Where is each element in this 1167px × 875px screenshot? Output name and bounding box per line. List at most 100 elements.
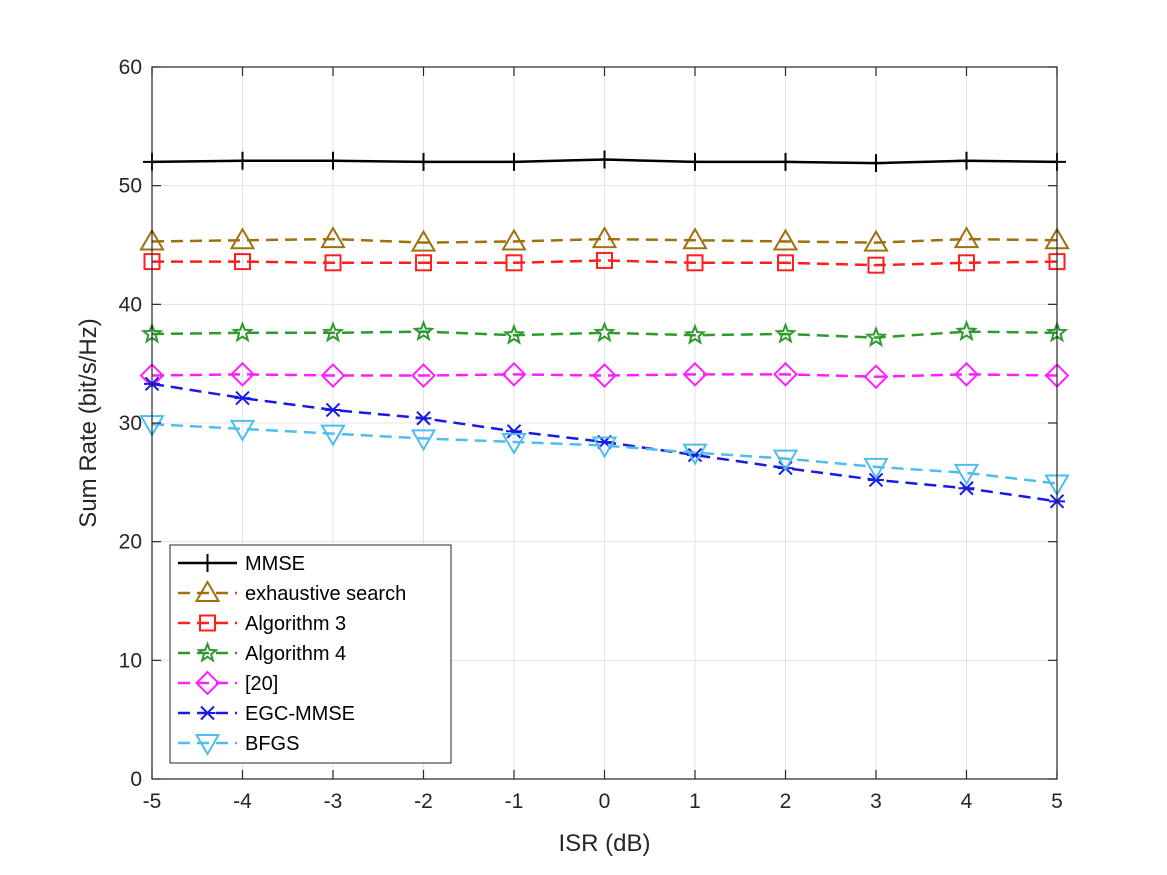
data-point-20 <box>773 361 798 387</box>
data-point-exhaustive-search <box>320 226 346 249</box>
x-tick-label: 4 <box>961 790 973 813</box>
legend-marker <box>199 705 216 721</box>
x-tick-label: -5 <box>143 790 162 813</box>
data-point-20 <box>592 363 617 388</box>
data-point-egc-mmse <box>234 390 251 406</box>
legend-label: Algorithm 4 <box>245 643 346 665</box>
tick-marks <box>151 66 1058 780</box>
legend-marker <box>199 614 216 632</box>
x-tick-label: -4 <box>233 790 252 813</box>
data-point-mmse <box>957 151 976 170</box>
data-point-algorithm-3 <box>234 253 251 271</box>
legend-item-algorithm-4: Algorithm 4 <box>178 641 346 665</box>
data-point-bfgs <box>229 419 256 442</box>
x-tick-label: 5 <box>1051 790 1063 813</box>
x-tick-label: 3 <box>870 790 882 813</box>
legend-item-bfgs: BFGS <box>178 733 299 756</box>
data-point-20 <box>230 361 255 387</box>
data-point-bfgs <box>591 436 618 459</box>
data-point-exhaustive-search <box>682 227 708 250</box>
data-point-mmse <box>414 152 433 171</box>
legend-label: MMSE <box>245 553 305 575</box>
data-point-exhaustive-search <box>410 229 437 252</box>
data-point-algorithm-4 <box>683 323 707 345</box>
data-point-algorithm-3 <box>596 251 613 269</box>
x-tick-label: -3 <box>324 790 343 813</box>
data-point-egc-mmse <box>415 411 432 426</box>
data-point-egc-mmse <box>506 424 522 439</box>
data-point-algorithm-3 <box>686 254 704 272</box>
data-point-exhaustive-search <box>591 226 618 249</box>
data-point-mmse <box>686 152 704 171</box>
data-point-algorithm-3 <box>777 254 794 272</box>
data-point-20 <box>411 363 436 388</box>
data-point-bfgs <box>953 463 980 486</box>
data-point-bfgs <box>320 424 346 447</box>
legend-label: BFGS <box>245 733 299 755</box>
data-point-mmse <box>324 151 342 170</box>
data-point-algorithm-4 <box>412 319 435 342</box>
legend-label: EGC-MMSE <box>245 703 355 725</box>
data-point-exhaustive-search <box>772 228 799 251</box>
x-tick-label: 2 <box>780 790 792 813</box>
x-tick-label: -1 <box>505 790 524 813</box>
x-axis-label: ISR (dB) <box>558 830 650 857</box>
x-tick-label: 0 <box>599 790 611 813</box>
data-point-exhaustive-search <box>863 229 889 252</box>
data-point-20 <box>682 361 708 387</box>
data-point-algorithm-4 <box>502 323 526 345</box>
data-point-algorithm-3 <box>867 256 885 274</box>
data-point-20 <box>320 363 346 388</box>
data-point-bfgs <box>863 457 889 480</box>
data-point-algorithm-3 <box>415 254 432 272</box>
series-layer <box>139 150 1070 509</box>
data-point-bfgs <box>501 432 527 455</box>
data-point-bfgs <box>410 429 437 452</box>
data-point-exhaustive-search <box>953 226 980 249</box>
legend-label: exhaustive search <box>245 583 406 605</box>
x-tick-label: -2 <box>414 790 433 813</box>
legend-marker <box>195 670 220 696</box>
data-point-egc-mmse <box>868 472 884 488</box>
data-point-mmse <box>776 152 795 171</box>
data-point-algorithm-4 <box>774 322 797 344</box>
legend-marker <box>196 641 219 663</box>
data-point-exhaustive-search <box>501 228 527 251</box>
legend-label: [20] <box>245 673 278 695</box>
data-point-mmse <box>595 150 614 169</box>
y-tick-label: 20 <box>119 531 142 554</box>
legend-item-20: [20] <box>178 670 278 696</box>
x-tick-label: 1 <box>689 790 701 813</box>
legend-item-exhaustive-search: exhaustive search <box>178 580 406 605</box>
data-point-algorithm-4 <box>321 320 345 343</box>
data-point-algorithm-3 <box>958 254 975 272</box>
legend-marker <box>194 734 221 756</box>
data-point-20 <box>863 364 889 390</box>
y-tick-label: 60 <box>119 56 142 79</box>
data-point-algorithm-4 <box>864 325 888 348</box>
data-point-bfgs <box>772 449 799 472</box>
y-tick-label: 10 <box>119 649 142 672</box>
y-tick-label: 50 <box>119 175 142 198</box>
legend-item-egc-mmse: EGC-MMSE <box>178 703 355 725</box>
data-point-exhaustive-search <box>229 227 256 250</box>
y-tick-label: 40 <box>119 293 142 316</box>
y-tick-label: 0 <box>130 768 142 791</box>
data-point-egc-mmse <box>958 481 975 496</box>
series-bfgs <box>139 415 1070 497</box>
data-point-algorithm-3 <box>324 254 342 272</box>
data-point-20 <box>954 361 979 387</box>
data-point-20 <box>501 361 527 387</box>
data-point-algorithm-4 <box>593 320 616 343</box>
y-tick-label: 30 <box>119 412 142 435</box>
data-point-mmse <box>233 151 252 170</box>
legend: MMSE exhaustive search Algorithm 3 Algorith… <box>169 544 452 764</box>
data-point-egc-mmse <box>325 402 341 418</box>
data-point-mmse <box>867 154 885 173</box>
data-point-algorithm-4 <box>231 320 254 343</box>
legend-item-mmse: MMSE <box>178 553 305 575</box>
legend-marker <box>194 580 221 602</box>
data-point-algorithm-3 <box>505 254 523 272</box>
legend-item-algorithm-3: Algorithm 3 <box>178 613 346 635</box>
